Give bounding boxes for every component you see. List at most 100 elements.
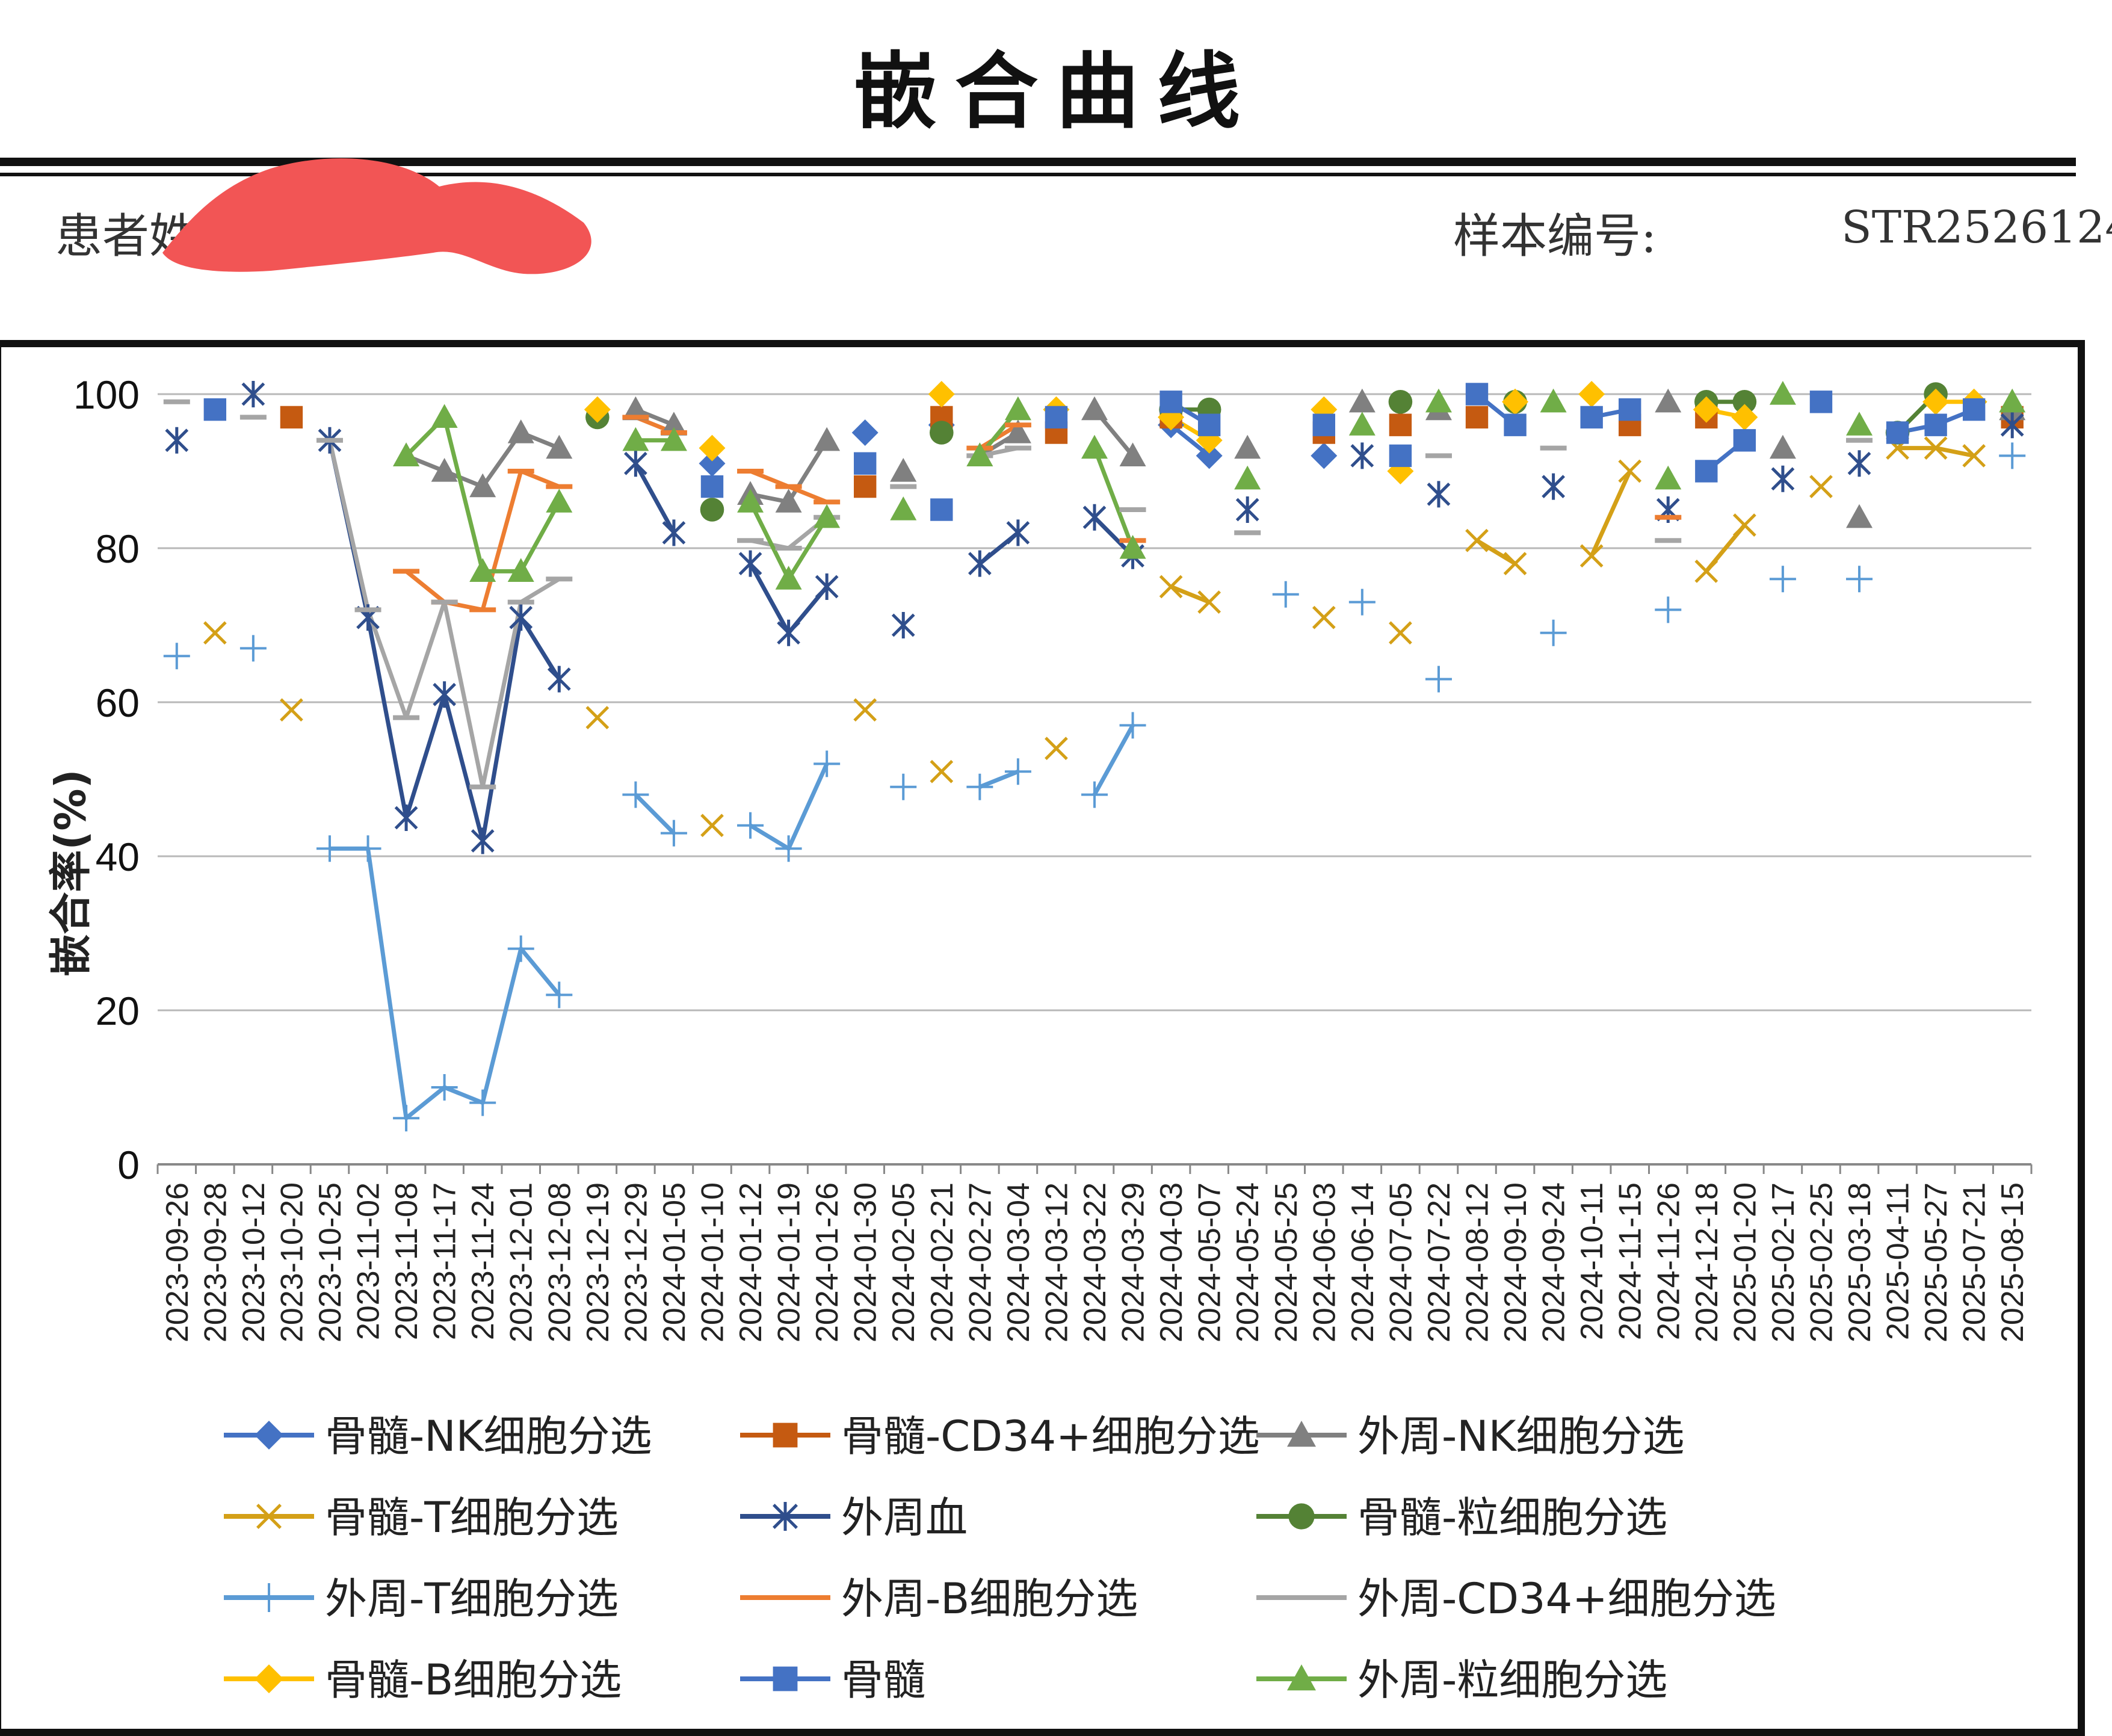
legend-item: 外周-T细胞分选 [224, 1574, 619, 1623]
legend-marker [255, 1421, 283, 1450]
x-tick-label: 2024-03-12 [1039, 1182, 1074, 1342]
y-axis-label: 嵌合率(%) [46, 769, 96, 977]
x-tick-label: 2023-12-01 [504, 1182, 539, 1342]
data-point [280, 698, 303, 722]
data-point [1004, 419, 1031, 443]
data-point [699, 434, 726, 462]
legend-marker [773, 1666, 798, 1691]
data-point [1771, 465, 1795, 492]
data-point [777, 619, 800, 646]
data-point [966, 773, 993, 800]
data-point [1578, 381, 1605, 407]
data-point [1006, 519, 1030, 546]
legend-item: 外周-CD34+细胞分选 [1256, 1574, 1776, 1623]
y-tick-label: 0 [117, 1143, 140, 1187]
data-point [1235, 496, 1259, 523]
x-tick-label: 2024-01-19 [772, 1182, 807, 1342]
chart-axes [156, 1163, 2033, 1174]
x-tick-label: 2024-06-03 [1307, 1182, 1342, 1342]
x-tick-label: 2023-11-24 [466, 1182, 501, 1340]
data-point [1999, 388, 2026, 413]
data-point [738, 550, 762, 577]
legend-marker [773, 1422, 798, 1448]
y-tick-labels: 0 20 40 60 80 100 [73, 372, 140, 1187]
data-point [1733, 429, 1756, 452]
data-point [1119, 535, 1146, 559]
data-point [1081, 434, 1108, 459]
data-point [1694, 560, 1718, 583]
legend-marker [256, 1504, 282, 1529]
data-point [469, 473, 496, 498]
legend-label: 外周-NK细胞分选 [1357, 1412, 1685, 1461]
data-point [1272, 581, 1299, 608]
data-point [1045, 737, 1068, 761]
series-line-6 [634, 793, 676, 835]
x-tick-label: 2024-09-24 [1537, 1182, 1572, 1342]
x-tick-label: 2023-10-25 [313, 1182, 348, 1342]
data-point [1081, 781, 1108, 808]
x-tick-label: 2024-05-07 [1193, 1182, 1227, 1342]
data-point [853, 475, 877, 498]
data-point [660, 412, 687, 436]
data-point [1465, 383, 1489, 406]
data-point [1769, 434, 1796, 459]
data-point [1924, 413, 1947, 436]
x-tick-label: 2023-09-26 [160, 1182, 195, 1342]
legend-marker [1287, 1664, 1316, 1691]
data-point [1004, 758, 1031, 785]
data-point [890, 496, 917, 520]
x-tick-label: 2024-12-18 [1690, 1182, 1724, 1342]
data-point [1655, 388, 1682, 413]
data-point [1540, 388, 1567, 413]
data-point [1197, 413, 1221, 436]
legend-item: 外周-粒细胞分选 [1256, 1655, 1667, 1705]
data-point [1389, 621, 1412, 645]
data-point [394, 805, 418, 831]
x-tick-label: 2024-05-25 [1269, 1182, 1304, 1342]
y-tick-label: 100 [73, 372, 140, 417]
data-point [507, 558, 534, 582]
x-tick-label: 2024-01-10 [695, 1182, 730, 1342]
x-tick-label: 2024-11-15 [1613, 1182, 1648, 1340]
data-point [1580, 406, 1603, 429]
legend-marker [1288, 1503, 1315, 1530]
redaction-scribble [162, 158, 591, 274]
series-line-3 [1589, 470, 1632, 557]
data-point [1695, 460, 1718, 483]
data-point [1731, 404, 1758, 431]
data-point [1119, 442, 1146, 466]
x-tick-label: 2024-01-05 [657, 1182, 692, 1342]
data-point [546, 489, 573, 513]
legend-marker [255, 1664, 283, 1693]
data-point [239, 635, 267, 662]
data-point [1197, 590, 1221, 614]
header-rule-thin [0, 173, 2076, 176]
data-point [163, 643, 190, 670]
data-point [1427, 481, 1451, 508]
legend-label: 外周-粒细胞分选 [1357, 1655, 1667, 1705]
legend-marker [1287, 1421, 1316, 1447]
legend-label: 外周-CD34+细胞分选 [1357, 1574, 1776, 1623]
x-tick-label: 2024-02-21 [925, 1182, 960, 1342]
data-point [509, 604, 533, 631]
y-tick-label: 40 [96, 835, 140, 879]
x-tick-label: 2023-09-28 [198, 1182, 233, 1342]
data-point [853, 698, 877, 722]
data-point [1425, 666, 1452, 693]
data-point [1924, 436, 1948, 460]
data-point [624, 450, 647, 477]
data-point [1542, 473, 1565, 500]
data-point [316, 835, 343, 862]
data-point [1693, 396, 1720, 423]
data-point [1311, 442, 1338, 469]
series-line-6 [1092, 724, 1135, 796]
data-point [1348, 412, 1376, 436]
data-point [1312, 413, 1336, 436]
data-point [815, 573, 839, 600]
data-point [354, 835, 381, 862]
data-point [737, 489, 764, 513]
data-point [928, 381, 955, 407]
x-tick-label: 2025-04-11 [1881, 1182, 1916, 1340]
data-point [1809, 475, 1833, 498]
